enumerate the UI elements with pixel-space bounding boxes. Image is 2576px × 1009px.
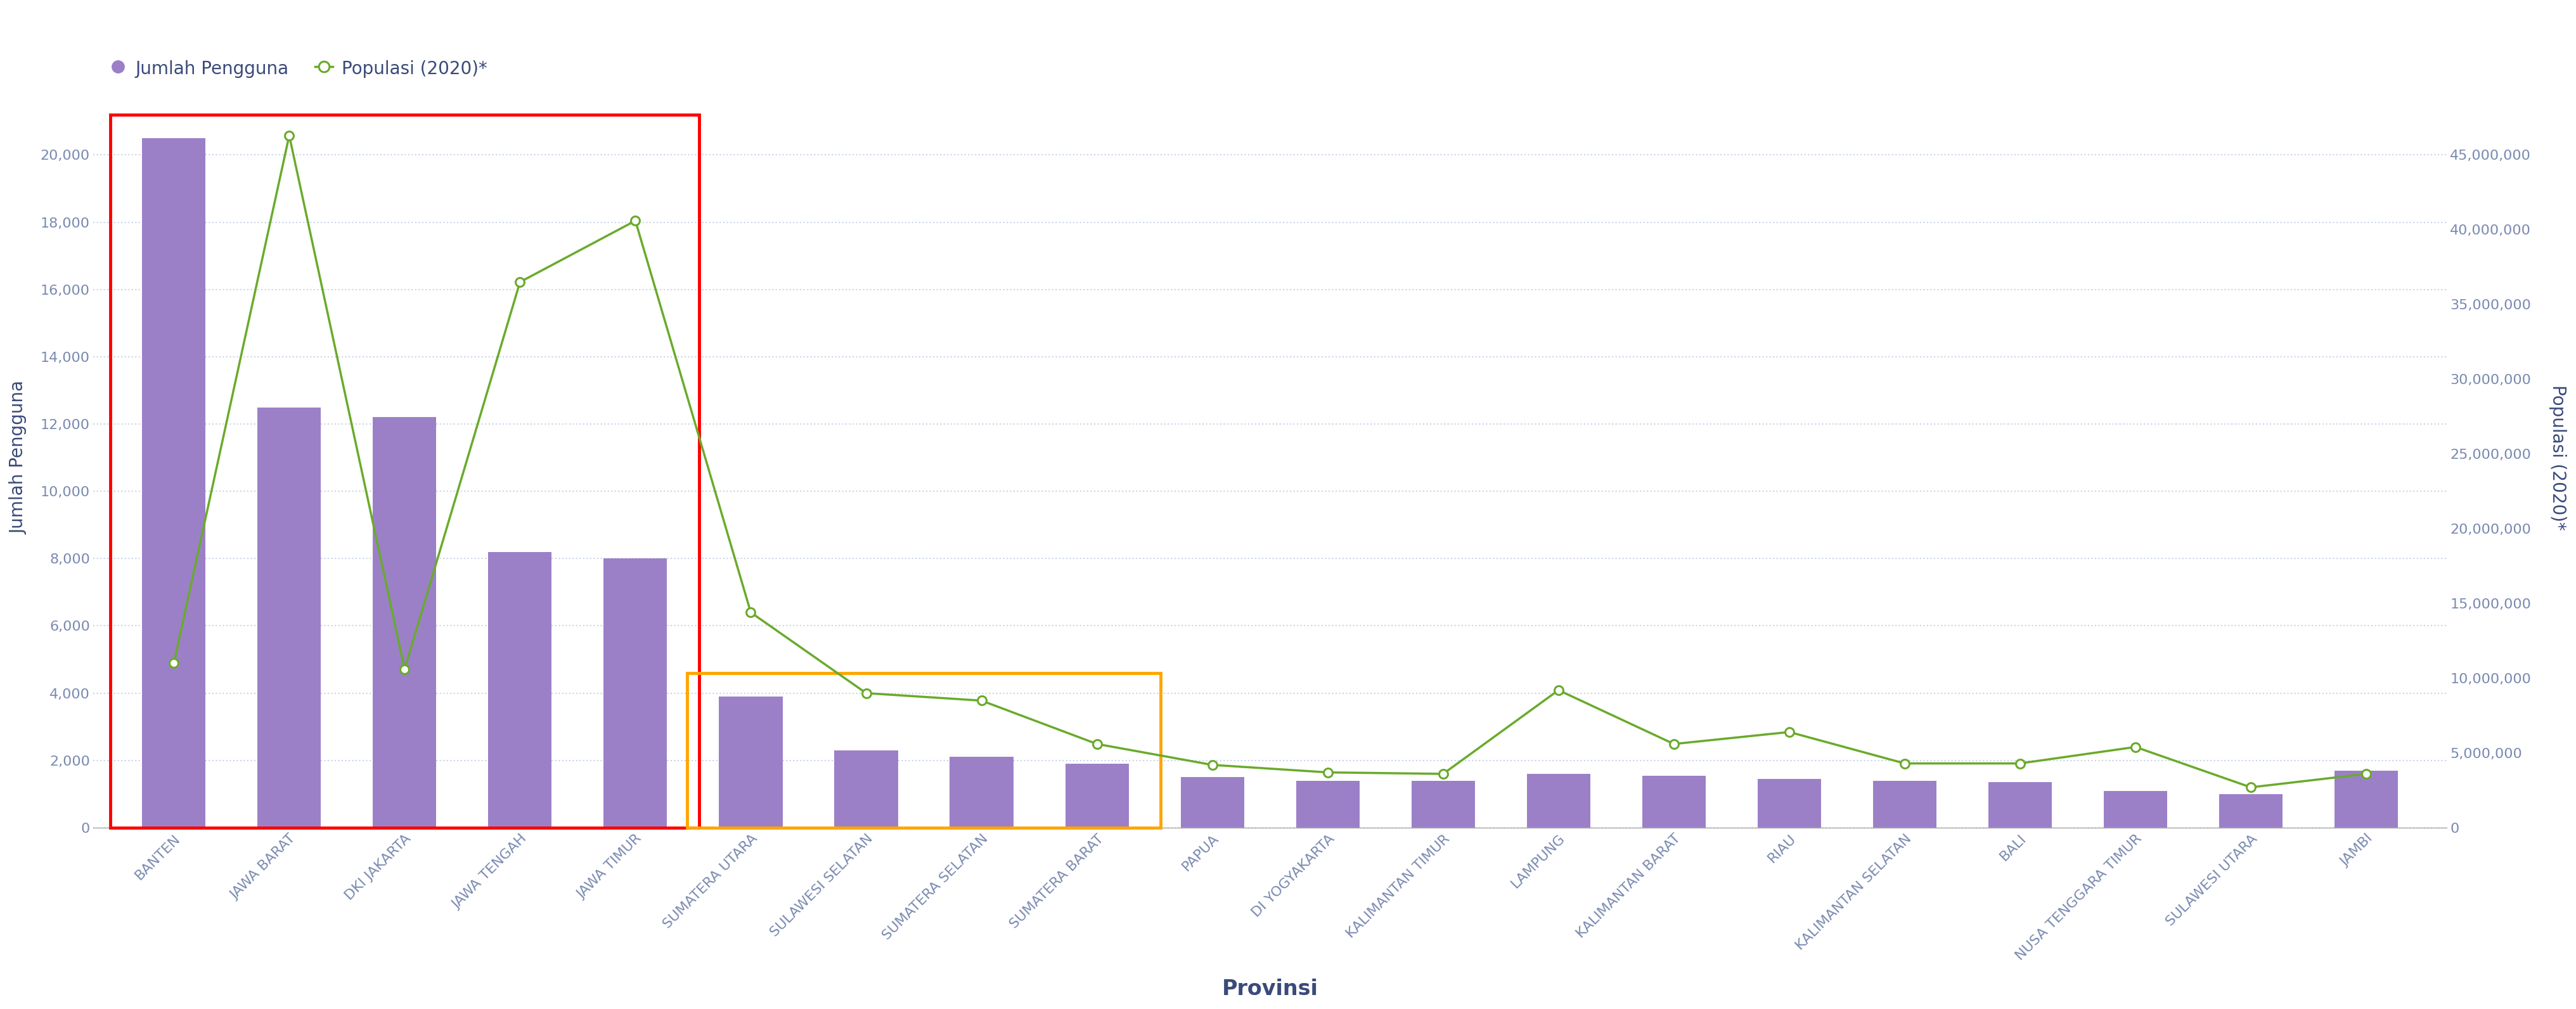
Bar (603, 559, 667, 827)
Y-axis label: Jumlah Pengguna: Jumlah Pengguna (10, 381, 28, 535)
Bar (258, 408, 322, 827)
Bar (951, 757, 1012, 827)
Bar (719, 696, 783, 827)
Legend: Jumlah Pengguna, Populasi (2020)*: Jumlah Pengguna, Populasi (2020)* (103, 52, 495, 85)
Bar (1641, 776, 1705, 827)
Bar (1066, 764, 1128, 827)
Bar (1528, 774, 1589, 827)
Bar (2334, 771, 2398, 827)
Bar (142, 138, 206, 827)
X-axis label: Provinsi: Provinsi (1221, 979, 1319, 1000)
Bar (1873, 781, 1937, 827)
Y-axis label: Populasi (2020)*: Populasi (2020)* (2548, 384, 2566, 531)
Bar (835, 751, 899, 827)
Bar (1412, 781, 1476, 827)
Bar (1757, 779, 1821, 827)
Bar (2105, 791, 2166, 827)
Bar (1989, 782, 2053, 827)
Bar (2218, 794, 2282, 827)
Bar (374, 418, 435, 827)
Bar (1180, 777, 1244, 827)
Bar (688, 673, 1159, 827)
Bar (489, 552, 551, 827)
Bar (111, 115, 698, 827)
Bar (1296, 781, 1360, 827)
